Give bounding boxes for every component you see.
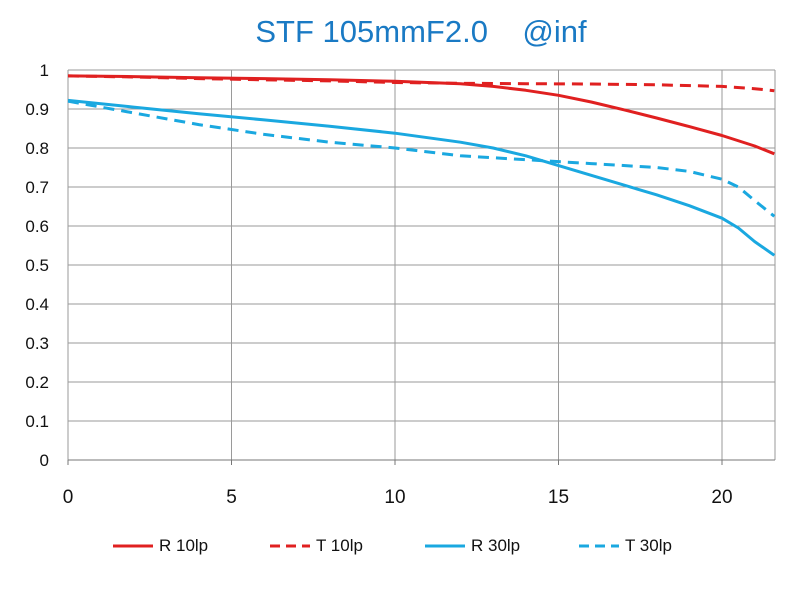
y-tick-label: 0 bbox=[40, 451, 49, 470]
x-tick-label: 0 bbox=[63, 487, 74, 508]
y-tick-label: 0.5 bbox=[25, 256, 49, 275]
y-tick-label: 0.4 bbox=[25, 295, 49, 314]
legend-label: R 10lp bbox=[159, 536, 209, 555]
y-tick-label: 0.6 bbox=[25, 217, 49, 236]
y-tick-label: 0.3 bbox=[25, 334, 49, 353]
y-tick-label: 0.9 bbox=[25, 100, 49, 119]
legend-label: T 30lp bbox=[625, 536, 672, 555]
legend-item-r-10lp: R 10lp bbox=[113, 531, 208, 561]
legend-item-t-10lp: T 10lp bbox=[270, 531, 363, 561]
x-tick-label: 5 bbox=[226, 487, 237, 508]
legend-item-t-30lp: T 30lp bbox=[579, 531, 672, 561]
y-tick-label: 1 bbox=[40, 61, 49, 80]
legend-swatch bbox=[579, 544, 619, 548]
x-tick-label: 15 bbox=[548, 487, 569, 508]
y-tick-label: 0.1 bbox=[25, 412, 49, 431]
chart-title: STF 105mmF2.0 @inf bbox=[255, 14, 587, 49]
legend-swatch bbox=[270, 544, 310, 548]
legend-label: R 30lp bbox=[471, 536, 521, 555]
y-tick-label: 0.2 bbox=[25, 373, 49, 392]
series-line-t-30lp bbox=[67, 99, 776, 218]
chart-legend: R 10lp T 10lp R 30lp T 30lp bbox=[0, 531, 810, 561]
legend-label: T 10lp bbox=[316, 536, 363, 555]
series-line-r-10lp bbox=[67, 74, 775, 156]
y-tick-label: 0.7 bbox=[25, 178, 49, 197]
legend-swatch bbox=[113, 544, 153, 548]
x-tick-label: 10 bbox=[384, 487, 405, 508]
legend-swatch bbox=[425, 544, 465, 548]
y-tick-label: 0.8 bbox=[25, 139, 49, 158]
series-line-t-10lp bbox=[67, 74, 775, 93]
x-tick-label: 20 bbox=[711, 487, 732, 508]
legend-item-r-30lp: R 30lp bbox=[425, 531, 520, 561]
